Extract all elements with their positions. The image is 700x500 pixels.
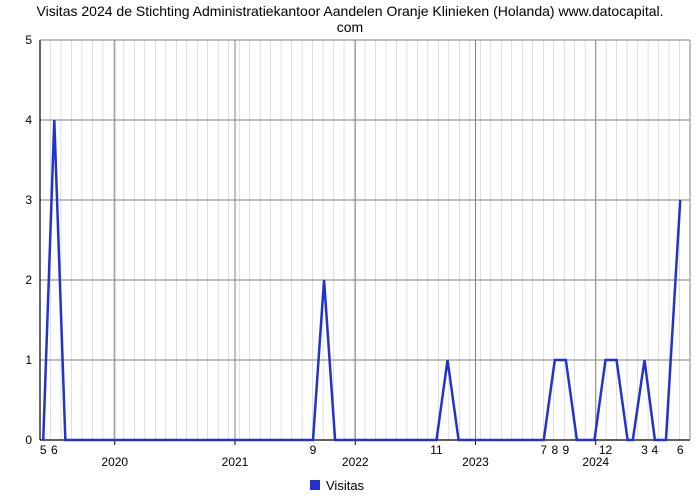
- y-tick-label: 1: [25, 353, 32, 367]
- x-minor-label: 7: [540, 443, 547, 457]
- x-minor-label: 9: [563, 443, 570, 457]
- x-minor-label: 9: [310, 443, 317, 457]
- x-minor-label: 11: [430, 443, 443, 457]
- line-chart: Visitas 2024 de Stichting Administratiek…: [0, 0, 700, 500]
- chart-title-line2: com: [337, 19, 363, 35]
- y-tick-label: 5: [25, 33, 32, 47]
- x-minor-label: 12: [599, 443, 613, 457]
- y-tick-label: 3: [25, 193, 32, 207]
- x-minor-label: 8: [551, 443, 558, 457]
- x-minor-label: 6: [677, 443, 684, 457]
- x-minor-label: 4: [652, 443, 659, 457]
- x-minor-label: 5: [40, 443, 47, 457]
- chart-title-line1: Visitas 2024 de Stichting Administratiek…: [37, 3, 664, 19]
- x-year-label: 2021: [222, 455, 249, 469]
- chart-container: Visitas 2024 de Stichting Administratiek…: [0, 0, 700, 500]
- x-minor-label: 6: [51, 443, 58, 457]
- y-tick-label: 0: [25, 433, 32, 447]
- y-tick-label: 4: [25, 113, 32, 127]
- legend-marker: [310, 480, 320, 490]
- legend-label: Visitas: [326, 478, 365, 493]
- y-tick-label: 2: [25, 273, 32, 287]
- x-year-label: 2022: [342, 455, 369, 469]
- x-minor-label: 3: [641, 443, 648, 457]
- x-year-label: 2023: [462, 455, 489, 469]
- x-year-label: 2020: [101, 455, 128, 469]
- x-year-label: 2024: [582, 455, 609, 469]
